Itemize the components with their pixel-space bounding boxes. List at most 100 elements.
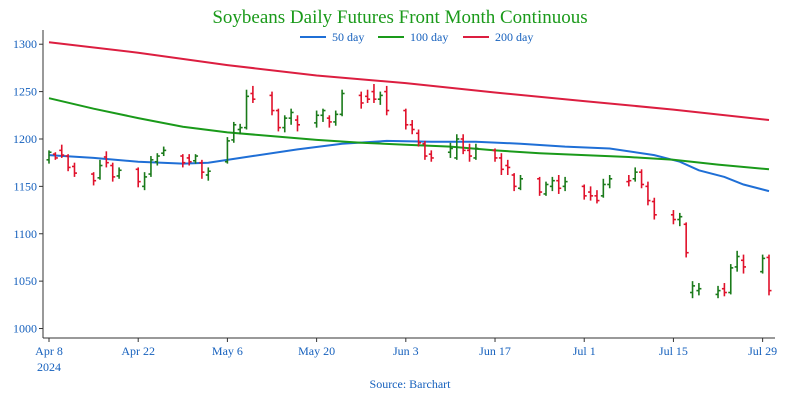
ohlc-bar	[244, 89, 250, 130]
y-tick-label: 1200	[13, 132, 37, 146]
ohlc-bar	[556, 174, 562, 194]
ohlc-bar	[199, 159, 205, 179]
ohlc-bar	[116, 167, 122, 179]
ohlc-bar	[365, 89, 371, 103]
x-tick-label: Jul 1	[573, 344, 596, 358]
ohlc-bar	[454, 134, 460, 160]
ohlc-bar	[371, 84, 377, 103]
chart-title: Soybeans Daily Futures Front Month Conti…	[212, 7, 587, 28]
x-tick-label: Jun 17	[479, 344, 511, 358]
ohlc-bar	[339, 89, 345, 117]
ohlc-bar	[505, 159, 511, 175]
ohlc-bar	[275, 108, 281, 132]
ohlc-bar	[282, 115, 288, 133]
ohlc-bar	[320, 108, 326, 122]
ohlc-bar	[518, 174, 524, 191]
ohlc-bar	[498, 153, 504, 175]
x-tick-label: Jul 15	[659, 344, 688, 358]
x-tick-label: Jun 3	[393, 344, 419, 358]
ohlc-bar	[492, 148, 498, 162]
ohlc-bar	[358, 91, 364, 109]
ohlc-bar	[97, 159, 103, 180]
ohlc-bar	[186, 154, 192, 166]
ohlc-bar	[766, 254, 772, 296]
x-tick-label: May 6	[212, 344, 243, 358]
ohlc-bar	[326, 115, 332, 128]
ohlc-bar	[632, 167, 638, 182]
plot-area: 1000 1050 1100 1150 1200 1250 1300 Apr 8 2024 Apr…	[13, 30, 777, 374]
ohlc-bar	[690, 281, 696, 299]
ohlc-bar	[721, 283, 727, 297]
ohlc-bar	[645, 181, 651, 206]
ohlc-bar	[103, 151, 109, 168]
x-tick-label: Jul 29	[748, 344, 777, 358]
ohlc-bar	[715, 285, 721, 299]
series-line-200-day	[48, 41, 770, 121]
ohlc-bar	[46, 150, 52, 164]
source-label: Source: Barchart	[370, 377, 452, 391]
x-tick-label: Apr 22	[121, 344, 155, 358]
ohlc-bar	[384, 85, 390, 116]
legend-item-100-day: 100 day	[378, 30, 448, 44]
ohlc-bar	[205, 167, 211, 181]
ohlc-bar	[294, 115, 300, 132]
ohlc-bar	[626, 174, 632, 187]
legend-item-50-day: 50 day	[300, 30, 364, 44]
ohlc-bar	[250, 85, 256, 103]
ohlc-bar	[180, 154, 186, 168]
ohlc-bar	[600, 178, 606, 198]
legend-label-200-day: 200 day	[495, 30, 533, 44]
ohlc-bar	[677, 212, 683, 227]
y-tick-label: 1000	[13, 322, 37, 336]
y-tick-label: 1250	[13, 85, 37, 99]
ohlc-bar	[594, 190, 600, 204]
ohlc-bar	[161, 146, 167, 157]
ohlc-bar	[288, 108, 294, 125]
ohlc-bar	[447, 142, 453, 158]
ohlc-bar	[135, 167, 141, 188]
ohlc-bar	[422, 140, 428, 160]
ohlc-bar	[110, 162, 116, 182]
ohlc-bar	[409, 120, 415, 135]
legend-item-200-day: 200 day	[463, 30, 533, 44]
legend: 50 day 100 day 200 day	[300, 30, 533, 44]
ohlc-bar	[460, 134, 466, 155]
ohlc-bar	[428, 150, 434, 162]
ohlc-bar	[269, 91, 275, 116]
legend-label-100-day: 100 day	[410, 30, 448, 44]
ohlc-bar	[467, 143, 473, 162]
x-tick-sublabel: 2024	[37, 360, 61, 374]
ohlc-bar	[231, 121, 237, 143]
ohlc-bar	[511, 173, 517, 192]
ohlc-bar	[696, 283, 702, 296]
y-tick-label: 1050	[13, 274, 37, 288]
ohlc-bar	[52, 152, 58, 160]
ohlc-bar	[193, 154, 199, 164]
ohlc-bar	[91, 172, 97, 186]
ohlc-bar	[403, 108, 409, 130]
ohlc-bar	[734, 250, 740, 272]
ohlc-bar	[543, 181, 549, 196]
ohlc-bar	[683, 222, 689, 258]
ohlc-bar	[741, 254, 747, 274]
ohlc-bar	[148, 156, 154, 177]
ohlc-bar	[760, 254, 766, 274]
ohlc-bar	[670, 210, 676, 225]
ohlc-bar	[728, 264, 734, 295]
ohlc-bar	[333, 110, 339, 126]
ohlc-bar	[154, 153, 160, 166]
x-tick-label: May 20	[298, 344, 335, 358]
ohlc-bar	[65, 154, 71, 172]
ohlc-bar	[607, 174, 613, 189]
ohlc-bar	[314, 110, 320, 128]
ohlc-bar	[651, 197, 657, 220]
ohlc-bar	[237, 123, 243, 135]
ohlc-bar	[549, 176, 555, 192]
ohlc-bar	[142, 172, 148, 191]
y-tick-label: 1150	[13, 179, 37, 193]
ohlc-bar	[224, 137, 230, 164]
x-tick-label: Apr 8	[35, 344, 63, 358]
ohlc-bar	[588, 186, 594, 201]
ohlc-bar	[473, 143, 479, 160]
